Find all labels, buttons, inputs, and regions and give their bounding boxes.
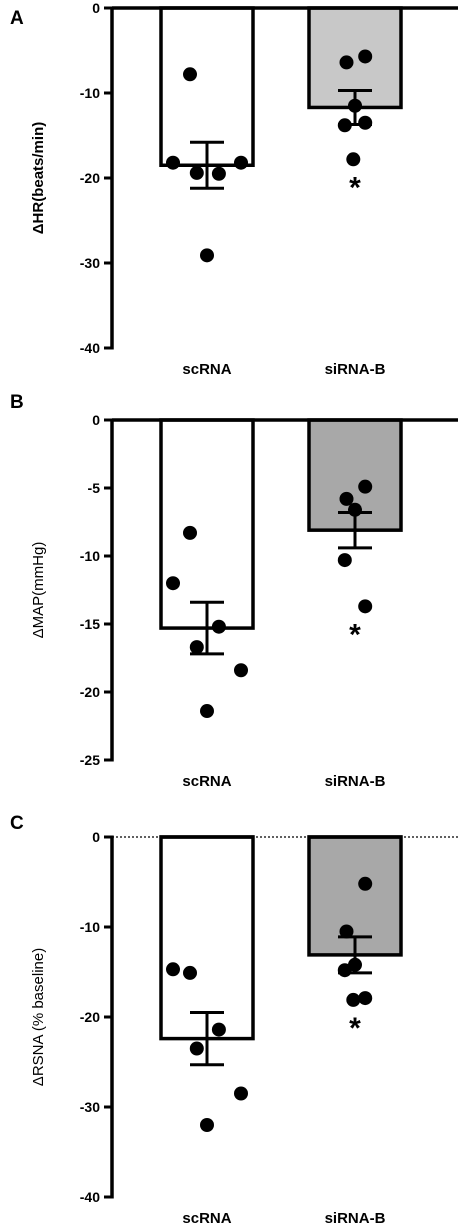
- category-label-scrna: scRNA: [182, 773, 231, 790]
- data-point: [166, 576, 180, 591]
- significance-marker: *: [349, 618, 361, 651]
- category-label-scrna: scRNA: [182, 1210, 231, 1227]
- panel-a: A ΔHR(beats/min) * 0 -10 -20 -30 -40 scRNA siRNA-…: [10, 0, 458, 378]
- data-point: [358, 599, 373, 614]
- data-point: [358, 876, 373, 891]
- data-point: [200, 248, 214, 263]
- data-point: [348, 502, 362, 517]
- y-tick-label: -40: [80, 340, 100, 356]
- y-tick-label: -15: [80, 616, 100, 632]
- data-point: [200, 1118, 214, 1132]
- data-point: [337, 553, 352, 568]
- data-point: [339, 924, 354, 939]
- data-point: [234, 155, 248, 170]
- bar-scrna: [159, 6, 255, 167]
- data-point: [166, 155, 180, 170]
- significance-marker: *: [349, 1012, 361, 1045]
- data-point: [358, 991, 373, 1006]
- y-tick-label: -30: [80, 1099, 100, 1115]
- data-point: [189, 165, 204, 180]
- panel-c: C ΔRSNA (% baseline) * 0 -10 -20 -30 -40 scRNA si…: [10, 813, 458, 1227]
- category-label-sirna-b: siRNA-B: [325, 361, 386, 378]
- panel-b: B ΔMAP(mmHg) * 0 -5 -10 -15 -20 -25 scRNA siRNA-B: [10, 392, 458, 790]
- y-axis-label: ΔHR(beats/min): [30, 122, 47, 234]
- data-point: [337, 963, 352, 978]
- data-point: [348, 98, 362, 113]
- y-tick-label: -20: [80, 1009, 100, 1025]
- panel-letter: C: [10, 813, 24, 834]
- y-tick-label: -10: [80, 85, 100, 101]
- data-point: [189, 640, 204, 655]
- y-tick-label: -40: [80, 1189, 100, 1205]
- data-point: [346, 992, 361, 1007]
- y-tick-label: -25: [80, 752, 100, 768]
- y-tick-label: -10: [80, 919, 100, 935]
- data-point: [189, 1041, 204, 1056]
- panel-letter: A: [10, 8, 24, 29]
- bar-scrna: [159, 835, 255, 1041]
- data-point: [211, 1022, 226, 1037]
- y-tick-label: -5: [88, 480, 101, 496]
- bar-scrna: [159, 418, 255, 630]
- data-point: [211, 166, 226, 181]
- data-point: [183, 525, 197, 540]
- bar-sirna-b: [307, 835, 403, 957]
- data-point: [211, 619, 226, 634]
- data-point: [183, 965, 197, 980]
- category-label-sirna-b: siRNA-B: [325, 773, 386, 790]
- data-point: [234, 1086, 248, 1101]
- y-tick-label: 0: [92, 0, 100, 16]
- panel-letter: B: [10, 392, 24, 413]
- data-point: [200, 704, 214, 719]
- y-tick-label: 0: [92, 412, 100, 428]
- significance-marker: *: [349, 171, 361, 204]
- category-label-sirna-b: siRNA-B: [325, 1210, 386, 1227]
- data-point: [166, 962, 180, 977]
- category-label-scrna: scRNA: [182, 361, 231, 378]
- y-tick-label: -10: [80, 548, 100, 564]
- y-axis-label: ΔMAP(mmHg): [30, 542, 47, 639]
- data-point: [358, 479, 373, 494]
- y-tick-label: -30: [80, 255, 100, 271]
- y-axis-label: ΔRSNA (% baseline): [30, 948, 47, 1086]
- y-tick-label: -20: [80, 170, 100, 186]
- data-point: [234, 663, 248, 678]
- data-point: [358, 115, 373, 130]
- y-tick-label: -20: [80, 684, 100, 700]
- y-tick-label: 0: [92, 829, 100, 845]
- data-point: [346, 152, 361, 167]
- data-point: [339, 55, 354, 70]
- data-point: [337, 118, 352, 133]
- data-point: [183, 67, 197, 82]
- data-point: [339, 491, 354, 506]
- data-point: [358, 49, 373, 64]
